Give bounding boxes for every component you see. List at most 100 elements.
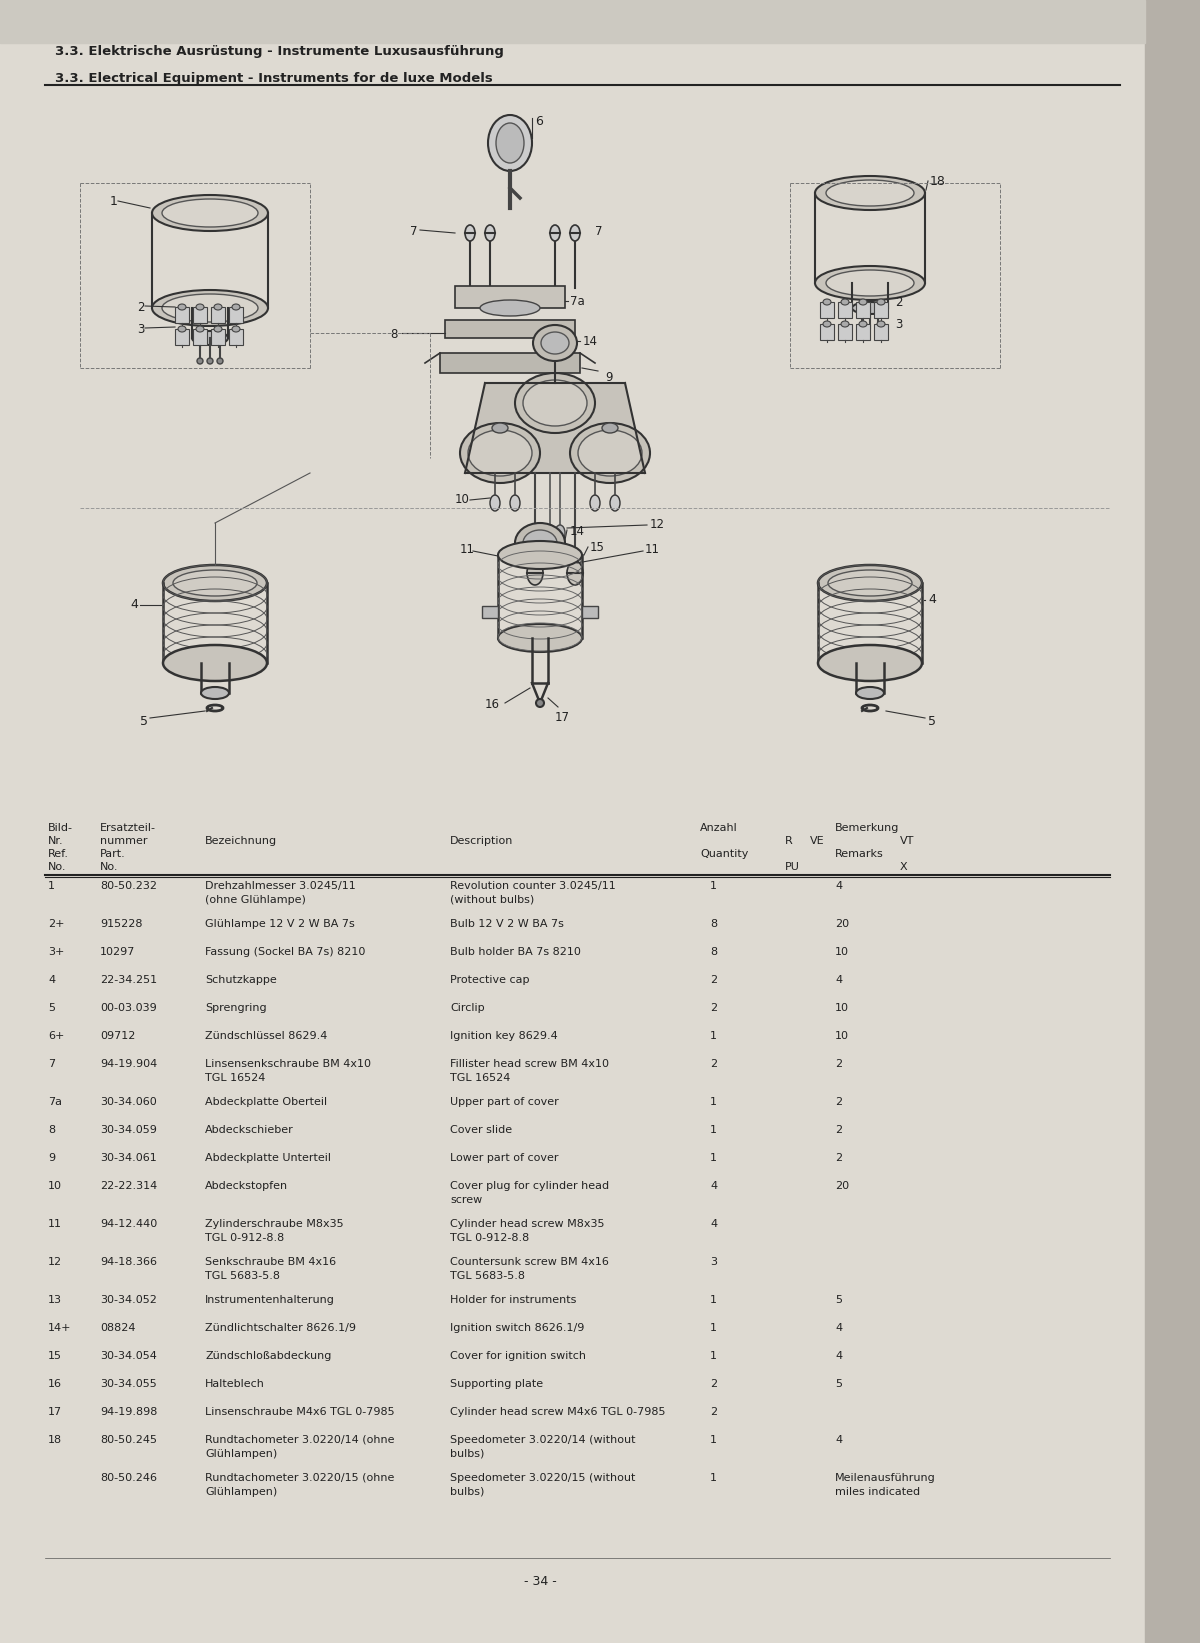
Text: 17: 17 xyxy=(554,711,570,725)
Text: 2: 2 xyxy=(710,1378,718,1388)
Text: Senkschraube BM 4x16: Senkschraube BM 4x16 xyxy=(205,1257,336,1267)
Text: 4: 4 xyxy=(130,598,138,611)
Text: 4: 4 xyxy=(835,1351,842,1360)
Text: Meilenausführung: Meilenausführung xyxy=(835,1474,936,1484)
Ellipse shape xyxy=(602,422,618,434)
Ellipse shape xyxy=(163,565,266,601)
Text: 94-19.904: 94-19.904 xyxy=(100,1060,157,1070)
Ellipse shape xyxy=(841,320,850,327)
Text: 20: 20 xyxy=(835,1181,850,1191)
Text: Speedometer 3.0220/14 (without: Speedometer 3.0220/14 (without xyxy=(450,1434,636,1444)
Ellipse shape xyxy=(162,294,258,322)
Ellipse shape xyxy=(196,325,204,332)
Text: 4: 4 xyxy=(928,593,936,606)
Text: 80-50.245: 80-50.245 xyxy=(100,1434,157,1444)
Text: R: R xyxy=(785,836,793,846)
Bar xyxy=(211,307,226,324)
Text: Drehzahlmesser 3.0245/11: Drehzahlmesser 3.0245/11 xyxy=(205,881,355,891)
Text: 2: 2 xyxy=(835,1060,842,1070)
Text: 3: 3 xyxy=(137,324,144,337)
Ellipse shape xyxy=(490,495,500,511)
Text: Nr.: Nr. xyxy=(48,836,64,846)
Text: Bulb holder BA 7s 8210: Bulb holder BA 7s 8210 xyxy=(450,946,581,956)
Text: 30-34.061: 30-34.061 xyxy=(100,1153,157,1163)
Text: Cover plug for cylinder head: Cover plug for cylinder head xyxy=(450,1181,610,1191)
Text: X: X xyxy=(900,863,907,872)
Text: Fassung (Sockel BA 7s) 8210: Fassung (Sockel BA 7s) 8210 xyxy=(205,946,365,956)
Ellipse shape xyxy=(197,358,203,365)
Text: 4: 4 xyxy=(835,1434,842,1444)
Text: 5: 5 xyxy=(48,1002,55,1014)
Text: 30-34.059: 30-34.059 xyxy=(100,1125,157,1135)
Ellipse shape xyxy=(232,304,240,311)
Ellipse shape xyxy=(568,560,583,585)
Bar xyxy=(455,286,565,307)
Text: VE: VE xyxy=(810,836,824,846)
Bar xyxy=(838,324,852,340)
Text: 16: 16 xyxy=(485,698,500,711)
Text: 11: 11 xyxy=(460,542,475,555)
Text: 10: 10 xyxy=(835,1032,850,1042)
Text: 1: 1 xyxy=(710,1295,718,1305)
Text: TGL 0-912-8.8: TGL 0-912-8.8 xyxy=(205,1232,284,1244)
Text: 10: 10 xyxy=(835,1002,850,1014)
Text: Glühlampe 12 V 2 W BA 7s: Glühlampe 12 V 2 W BA 7s xyxy=(205,918,355,928)
Ellipse shape xyxy=(570,422,650,483)
Bar xyxy=(820,302,834,319)
Text: Bezeichnung: Bezeichnung xyxy=(205,836,277,846)
Ellipse shape xyxy=(196,304,204,311)
Ellipse shape xyxy=(214,325,222,332)
Ellipse shape xyxy=(496,123,524,163)
Ellipse shape xyxy=(466,225,475,242)
Text: 7: 7 xyxy=(595,225,602,238)
Text: Ignition key 8629.4: Ignition key 8629.4 xyxy=(450,1032,558,1042)
Text: 4: 4 xyxy=(710,1181,718,1191)
Ellipse shape xyxy=(523,380,587,426)
Text: VT: VT xyxy=(900,836,914,846)
Text: TGL 0-912-8.8: TGL 0-912-8.8 xyxy=(450,1232,529,1244)
Text: Sprengring: Sprengring xyxy=(205,1002,266,1014)
Ellipse shape xyxy=(468,430,532,476)
Text: Zylinderschraube M8x35: Zylinderschraube M8x35 xyxy=(205,1219,343,1229)
Text: 18: 18 xyxy=(48,1434,62,1444)
Text: Bild-: Bild- xyxy=(48,823,73,833)
Ellipse shape xyxy=(498,624,582,652)
Text: Anzahl: Anzahl xyxy=(700,823,738,833)
Bar xyxy=(175,307,190,324)
Text: Bulb 12 V 2 W BA 7s: Bulb 12 V 2 W BA 7s xyxy=(450,918,564,928)
Text: 1: 1 xyxy=(710,1098,718,1107)
Ellipse shape xyxy=(232,325,240,332)
Text: PU: PU xyxy=(785,863,800,872)
Ellipse shape xyxy=(536,698,544,706)
Ellipse shape xyxy=(852,302,888,314)
Text: Cover for ignition switch: Cover for ignition switch xyxy=(450,1351,586,1360)
Ellipse shape xyxy=(480,301,540,315)
Text: Part.: Part. xyxy=(100,849,126,859)
Ellipse shape xyxy=(208,358,214,365)
Ellipse shape xyxy=(818,565,922,601)
Text: 10: 10 xyxy=(455,493,470,506)
Text: Countersunk screw BM 4x16: Countersunk screw BM 4x16 xyxy=(450,1257,608,1267)
Ellipse shape xyxy=(163,646,266,680)
Text: 1: 1 xyxy=(48,881,55,891)
Text: Glühlampen): Glühlampen) xyxy=(205,1487,277,1497)
Text: 8: 8 xyxy=(710,918,718,928)
Text: 1: 1 xyxy=(710,1125,718,1135)
Text: 8: 8 xyxy=(710,946,718,956)
Text: 2: 2 xyxy=(710,1002,718,1014)
Text: 7: 7 xyxy=(410,225,418,238)
Ellipse shape xyxy=(533,325,577,361)
Text: 12: 12 xyxy=(650,518,665,531)
Bar xyxy=(856,302,870,319)
Text: 2: 2 xyxy=(137,301,144,314)
Text: 15: 15 xyxy=(590,541,605,554)
Text: 3: 3 xyxy=(895,319,902,330)
Text: bulbs): bulbs) xyxy=(450,1487,485,1497)
Text: Description: Description xyxy=(450,836,514,846)
Ellipse shape xyxy=(152,196,268,232)
Text: Revolution counter 3.0245/11: Revolution counter 3.0245/11 xyxy=(450,881,616,891)
Text: Cover slide: Cover slide xyxy=(450,1125,512,1135)
Text: 94-19.898: 94-19.898 xyxy=(100,1406,157,1416)
Text: 94-18.366: 94-18.366 xyxy=(100,1257,157,1267)
Ellipse shape xyxy=(523,531,557,555)
